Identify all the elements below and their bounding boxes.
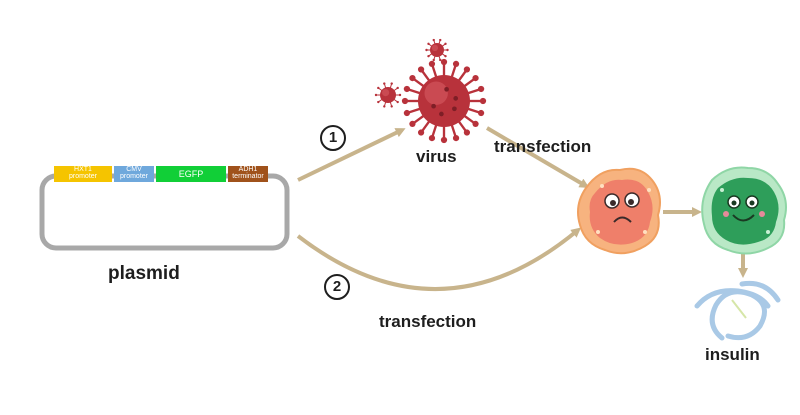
gene-segment-hxt1-promoter: HXT1 promoter (54, 166, 112, 182)
step-1-number: 1 (328, 129, 338, 146)
virus-spike-tip (409, 120, 416, 128)
segment-label: CMV (126, 166, 142, 173)
virus-particle-small (425, 38, 449, 62)
virus-highlight (424, 81, 448, 105)
insulin-bond (731, 299, 747, 319)
virus-spike-tip (390, 105, 393, 108)
insulin-label: insulin (705, 345, 760, 364)
host-cell-sad (577, 167, 661, 255)
virus-spike-tip (452, 60, 460, 68)
step-2-number: 2 (332, 278, 342, 295)
transfection-label-bottom: transfection (379, 312, 477, 331)
virus-spike-tip (427, 42, 430, 46)
virus-spike-tip (383, 105, 386, 108)
virus-spike-tip (417, 66, 425, 73)
arrow-virus-to-cell (485, 126, 590, 189)
virus-dot (444, 86, 449, 92)
virus-dot (452, 106, 457, 112)
virus-spike-tip (374, 93, 378, 97)
virus-spike-tip (401, 97, 409, 105)
virus-spike-tip (477, 85, 485, 93)
virus-spike-tip (472, 74, 479, 82)
step-1-marker (320, 125, 346, 151)
virus-dot (453, 96, 459, 101)
segment-label: ADH1 (238, 166, 258, 173)
segment-label: terminator (232, 173, 264, 180)
virus-spike-tip (446, 48, 449, 52)
host-cell-happy (701, 166, 787, 255)
virus-spike-tip (383, 82, 386, 85)
arrow-plasmid-to-virus (297, 128, 406, 182)
virus-spike-tip (432, 58, 435, 62)
virus-spike-tip (479, 97, 487, 105)
virus-dot (431, 103, 436, 109)
virus-spike-tip (439, 58, 442, 62)
virus-spike-tip (444, 54, 447, 58)
gene-segment-adh1-terminator: ADH1 terminator (228, 166, 268, 182)
virus-spike-tip (377, 86, 380, 90)
virus-highlight (431, 44, 439, 52)
virus-spike-tip (463, 66, 471, 73)
virus-spike-tip (425, 48, 428, 52)
virus-particle-small (374, 82, 402, 108)
virus-label: virus (416, 147, 457, 166)
virus-spike-tip (440, 136, 448, 144)
virus-spike-tip (390, 82, 393, 85)
virus-spike-tip (439, 38, 442, 42)
virus-spike-tip (403, 85, 411, 93)
arrow-plasmid-to-cell-direct (296, 227, 582, 292)
virus-spike-tip (396, 86, 399, 90)
insulin-molecule (694, 280, 781, 341)
plasmid-outline (39, 173, 290, 251)
virus-spike-tip (432, 38, 435, 42)
segment-label: HXT1 (74, 166, 92, 173)
virus-dot (439, 111, 444, 117)
virus-spike-tip (377, 100, 380, 104)
virus-highlight (382, 89, 390, 97)
virus-spike-tip (398, 93, 402, 97)
virus-spike-tip (428, 134, 436, 142)
virus-spike-tip (472, 120, 479, 128)
virus-spike-tip (444, 42, 447, 46)
step-2-marker (324, 274, 350, 300)
segment-label: promoter (68, 173, 97, 180)
virus-spike-tip (428, 60, 436, 68)
segment-label: EGFP (178, 169, 204, 179)
virus-spike-tip (409, 74, 416, 82)
virus-spike-tip (427, 54, 430, 58)
virus-spike-tip (452, 134, 460, 142)
virus-spike-tip (477, 109, 485, 117)
gene-segment-egfp: EGFP (156, 166, 226, 182)
virus-spike-tip (417, 129, 425, 136)
virus-spike-tip (396, 100, 399, 104)
virus-spike-tip (463, 129, 471, 136)
segment-label: promoter (119, 173, 148, 180)
virus-particle-large (401, 58, 487, 144)
virus-spike-tip (403, 109, 411, 117)
virus-spike-tip (440, 58, 448, 66)
transfection-label-top: transfection (494, 137, 592, 156)
gene-segment-cmv-promoter: CMV promoter (114, 166, 154, 182)
plasmid-label: plasmid (108, 263, 180, 284)
